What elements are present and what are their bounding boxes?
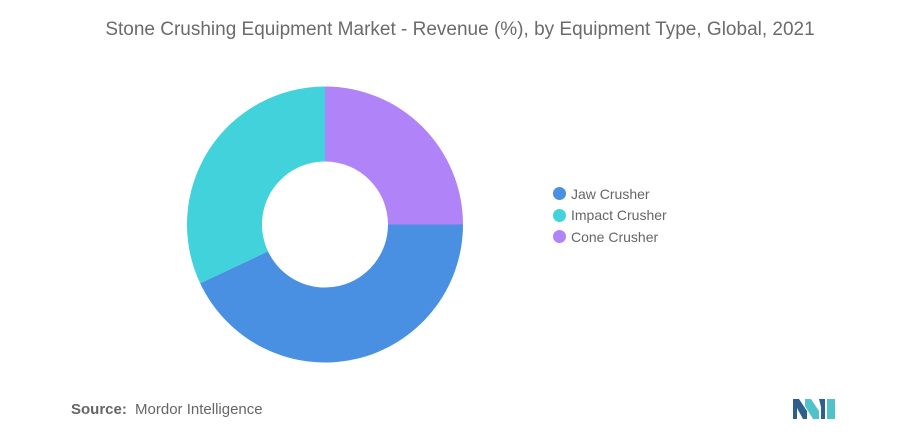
legend-swatch-impact-crusher xyxy=(553,208,566,222)
legend-swatch-cone-crusher xyxy=(553,230,566,244)
source-note: Source: Mordor Intelligence xyxy=(71,401,263,418)
logo-right-edge xyxy=(827,399,835,419)
chart-legend: Jaw Crusher Impact Crusher Cone Crusher xyxy=(553,183,667,248)
logo-left-shape xyxy=(793,399,807,419)
legend-label: Jaw Crusher xyxy=(571,185,650,202)
slice-impact-crusher[interactable] xyxy=(186,86,325,284)
legend-label: Impact Crusher xyxy=(571,207,667,224)
legend-item-cone-crusher[interactable]: Cone Crusher xyxy=(553,226,667,248)
slice-jaw-crusher[interactable] xyxy=(200,224,464,363)
legend-item-jaw-crusher[interactable]: Jaw Crusher xyxy=(553,183,667,205)
source-label: Source: xyxy=(71,401,127,418)
legend-label: Cone Crusher xyxy=(571,228,659,245)
slice-cone-crusher[interactable] xyxy=(325,86,463,225)
mordor-logo-icon xyxy=(793,399,835,419)
source-text: Mordor Intelligence xyxy=(135,401,263,418)
chart-title: Stone Crushing Equipment Market - Revenu… xyxy=(105,19,815,40)
logo-middle-shape xyxy=(805,399,819,419)
legend-item-impact-crusher[interactable]: Impact Crusher xyxy=(553,205,667,227)
legend-swatch-jaw-crusher xyxy=(553,187,566,201)
donut-slices xyxy=(186,86,464,363)
logo-right-shape xyxy=(819,399,825,419)
